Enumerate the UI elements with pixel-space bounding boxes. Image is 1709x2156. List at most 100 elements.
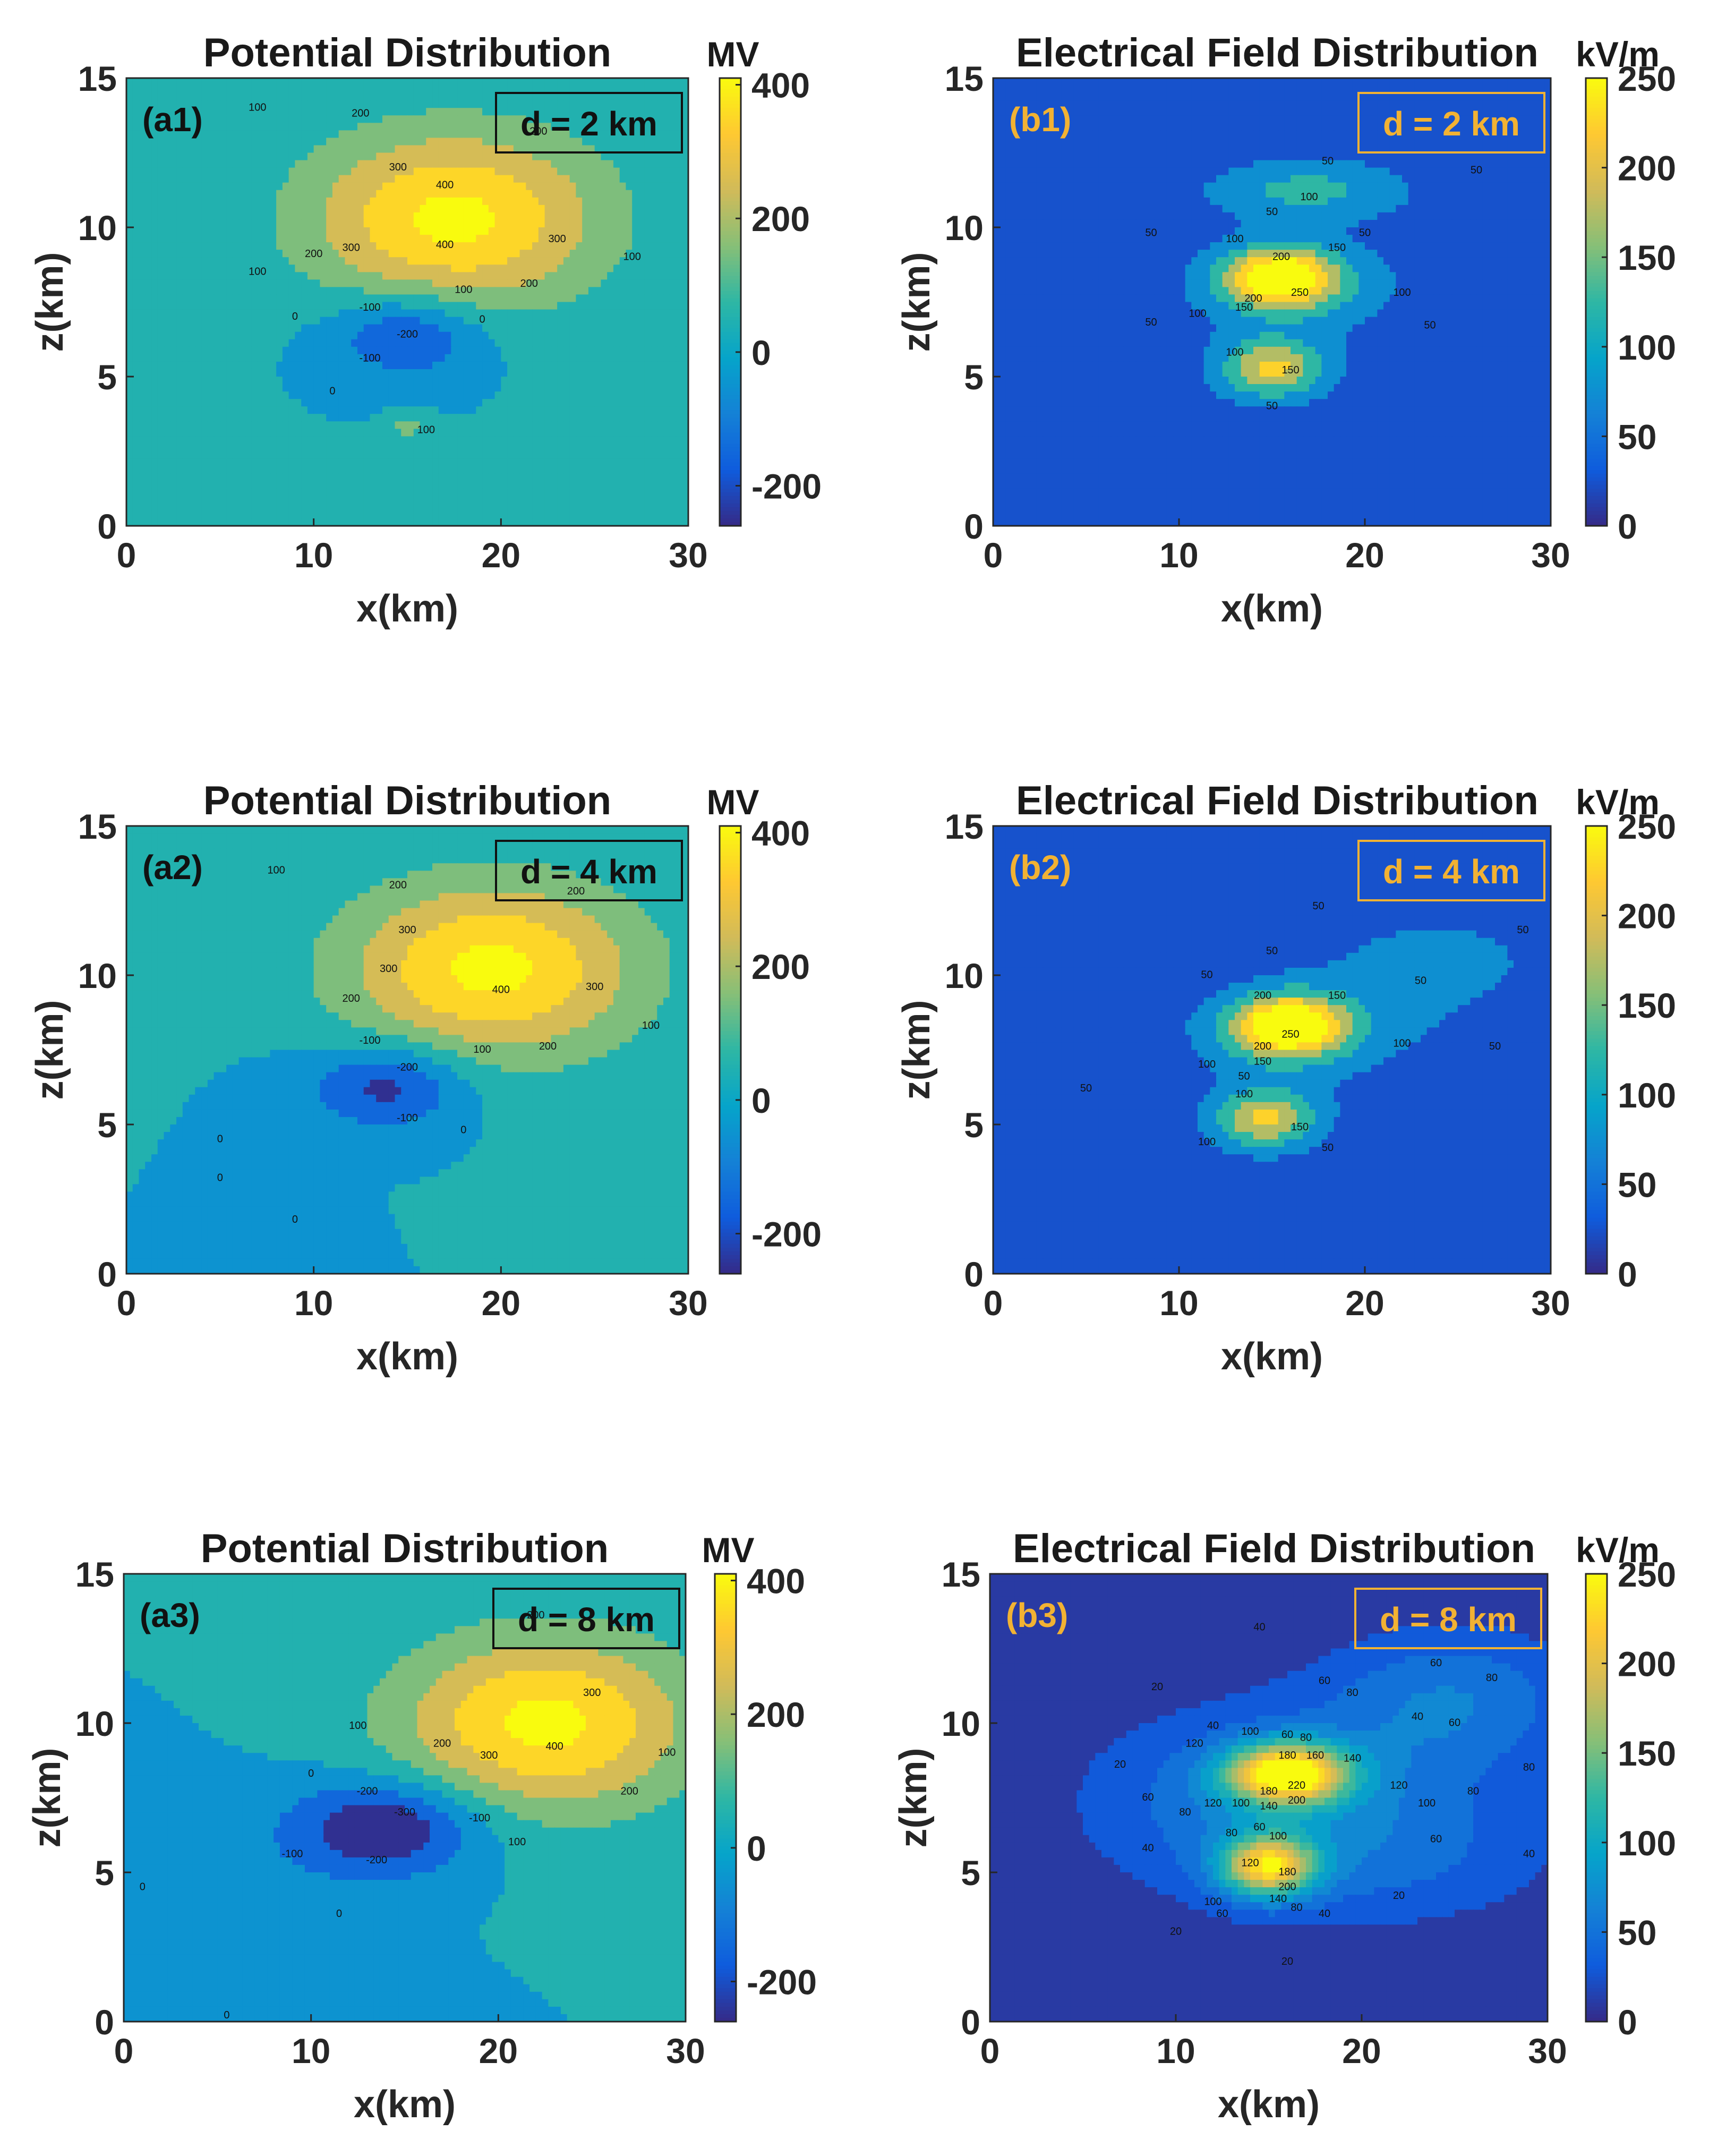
heatmap-cell	[663, 100, 670, 108]
heatmap-cell	[370, 108, 377, 116]
heatmap-cell	[576, 168, 583, 176]
heatmap-cell	[407, 123, 414, 131]
heatmap-cell	[445, 123, 452, 131]
heatmap-cell	[670, 108, 677, 116]
heatmap-cell	[351, 168, 358, 176]
heatmap-cell	[351, 145, 358, 153]
heatmap-cell	[563, 153, 570, 161]
heatmap-cell	[220, 100, 227, 108]
heatmap-cell	[576, 93, 583, 101]
heatmap-cell	[501, 160, 508, 168]
heatmap-cell	[464, 123, 471, 131]
heatmap-cell	[289, 108, 296, 116]
heatmap-cell	[164, 168, 171, 176]
heatmap-cell	[414, 86, 421, 93]
heatmap-cell	[264, 145, 271, 153]
heatmap-cell	[601, 153, 608, 161]
heatmap-cell	[395, 115, 401, 123]
heatmap-cell	[588, 93, 595, 101]
heatmap-cell	[670, 130, 677, 138]
heatmap-cell	[382, 115, 389, 123]
heatmap-cell	[539, 153, 545, 161]
heatmap-cell	[626, 160, 633, 168]
heatmap-cell	[651, 168, 657, 176]
heatmap-cell	[307, 130, 314, 138]
heatmap-cell	[670, 175, 677, 183]
heatmap-cell	[139, 86, 146, 93]
heatmap-cell	[670, 115, 677, 123]
heatmap-cell	[164, 138, 171, 146]
heatmap-cell	[439, 160, 446, 168]
heatmap-cell	[339, 78, 346, 86]
heatmap-cell	[370, 86, 377, 93]
heatmap-cell	[582, 175, 589, 183]
heatmap-cell	[638, 175, 645, 183]
heatmap-cell	[226, 86, 233, 93]
heatmap-cell	[208, 175, 215, 183]
heatmap-cell	[645, 93, 652, 101]
heatmap-cell	[264, 168, 271, 176]
heatmap-cell	[563, 168, 570, 176]
heatmap-cell	[289, 130, 296, 138]
heatmap-cell	[357, 93, 364, 101]
heatmap-cell	[176, 138, 183, 146]
heatmap-cell	[307, 78, 314, 86]
heatmap-cell	[407, 100, 414, 108]
heatmap-cell	[251, 168, 258, 176]
heatmap-cell	[208, 123, 215, 131]
heatmap-cell	[501, 100, 508, 108]
heatmap-cell	[495, 175, 502, 183]
heatmap-cell	[320, 115, 327, 123]
heatmap-cell	[201, 168, 208, 176]
heatmap-cell	[233, 153, 240, 161]
heatmap-cell	[489, 123, 495, 131]
heatmap-cell	[320, 168, 327, 176]
heatmap-cell	[489, 86, 495, 93]
heatmap-cell	[676, 160, 682, 168]
heatmap-cell	[613, 168, 620, 176]
heatmap-cell	[514, 108, 520, 116]
heatmap-cell	[158, 175, 165, 183]
heatmap-cell	[151, 86, 158, 93]
heatmap-cell	[545, 168, 552, 176]
heatmap-cell	[507, 138, 514, 146]
heatmap-cell	[426, 130, 433, 138]
heatmap-cell	[145, 175, 152, 183]
heatmap-cell	[214, 130, 221, 138]
heatmap-cell	[270, 108, 277, 116]
heatmap-cell	[420, 93, 427, 101]
heatmap-cell	[289, 100, 296, 108]
heatmap-cell	[332, 160, 339, 168]
heatmap-cell	[276, 100, 283, 108]
heatmap-cell	[432, 78, 439, 86]
heatmap-cell	[476, 78, 483, 86]
heatmap-cell	[595, 160, 602, 168]
heatmap-cell	[445, 138, 452, 146]
heatmap-cell	[613, 93, 620, 101]
heatmap-cell	[426, 123, 433, 131]
heatmap-cell	[520, 93, 527, 101]
heatmap-cell	[426, 138, 433, 146]
heatmap-cell	[395, 78, 401, 86]
heatmap-cell	[314, 100, 321, 108]
heatmap-cell	[233, 123, 240, 131]
heatmap-cell	[414, 108, 421, 116]
heatmap-cell	[145, 168, 152, 176]
heatmap-cell	[176, 160, 183, 168]
heatmap-cell	[245, 145, 252, 153]
heatmap-cell	[164, 93, 171, 101]
heatmap-cell	[239, 168, 246, 176]
heatmap-cell	[351, 175, 358, 183]
heatmap-cell	[189, 168, 196, 176]
heatmap-cell	[326, 145, 333, 153]
heatmap-cell	[307, 115, 314, 123]
heatmap-cell	[233, 130, 240, 138]
heatmap-cell	[189, 78, 196, 86]
heatmap-cell	[407, 115, 414, 123]
heatmap-cell	[245, 160, 252, 168]
heatmap-cell	[439, 123, 446, 131]
heatmap-cell	[364, 145, 371, 153]
heatmap-cell	[545, 160, 552, 168]
heatmap-cell	[158, 145, 165, 153]
heatmap-cell	[420, 78, 427, 86]
